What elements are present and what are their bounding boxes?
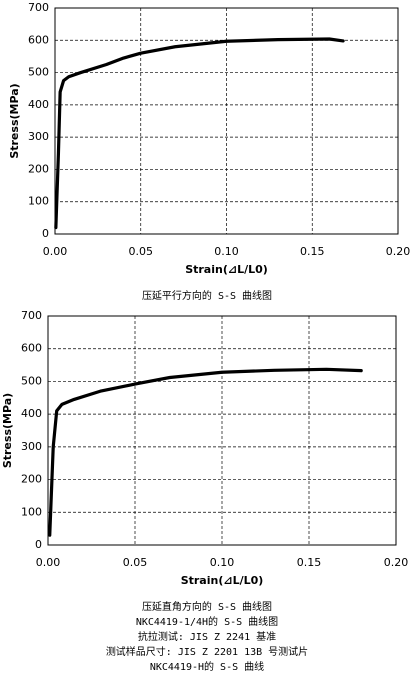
y-tick-label: 100 bbox=[21, 505, 42, 518]
y-tick-label: 200 bbox=[21, 473, 42, 486]
y-tick-label: 500 bbox=[21, 374, 42, 387]
y-tick-label: 600 bbox=[21, 342, 42, 355]
x-tick-label: 0.15 bbox=[300, 245, 325, 258]
data-line bbox=[54, 37, 345, 230]
y-tick-label: 300 bbox=[21, 440, 42, 453]
caption: 测试样品尺寸: JIS Z 2201 13B 号测试片 bbox=[106, 645, 308, 658]
y-tick-label: 200 bbox=[28, 162, 49, 175]
caption: 抗拉测试: JIS Z 2241 基准 bbox=[138, 630, 276, 643]
x-axis-label: Strain(⊿L/L0) bbox=[181, 574, 264, 587]
plot-frame bbox=[54, 7, 399, 235]
y-tick-label: 700 bbox=[28, 1, 49, 14]
caption: 压延平行方向的 S-S 曲线图 bbox=[142, 289, 272, 302]
x-tick-label: 0.20 bbox=[384, 556, 409, 569]
x-axis-label: Strain(⊿L/L0) bbox=[185, 263, 268, 276]
caption: NKC4419-1/4H的 S-S 曲线图 bbox=[136, 615, 278, 628]
y-axis-label: Stress(MPa) bbox=[1, 393, 14, 468]
y-tick-label: 500 bbox=[28, 66, 49, 79]
x-tick-label: 0.00 bbox=[36, 556, 61, 569]
caption: NKC4419-H的 S-S 曲线 bbox=[150, 660, 264, 673]
x-tick-label: 0.20 bbox=[386, 245, 411, 258]
x-tick-label: 0.10 bbox=[210, 556, 235, 569]
y-tick-label: 0 bbox=[42, 227, 49, 240]
y-tick-label: 400 bbox=[28, 98, 49, 111]
y-tick-label: 400 bbox=[21, 407, 42, 420]
plot-frame bbox=[47, 315, 397, 546]
x-tick-label: 0.10 bbox=[214, 245, 239, 258]
y-tick-label: 100 bbox=[28, 195, 49, 208]
y-tick-label: 700 bbox=[21, 309, 42, 322]
caption: 压延直角方向的 S-S 曲线图 bbox=[142, 600, 272, 613]
x-tick-label: 0.05 bbox=[129, 245, 154, 258]
x-tick-label: 0.05 bbox=[123, 556, 148, 569]
x-tick-label: 0.15 bbox=[297, 556, 322, 569]
data-line bbox=[48, 367, 363, 537]
x-tick-label: 0.00 bbox=[43, 245, 68, 258]
y-tick-label: 0 bbox=[35, 538, 42, 551]
y-tick-label: 300 bbox=[28, 130, 49, 143]
y-tick-label: 600 bbox=[28, 33, 49, 46]
y-axis-label: Stress(MPa) bbox=[8, 83, 21, 158]
